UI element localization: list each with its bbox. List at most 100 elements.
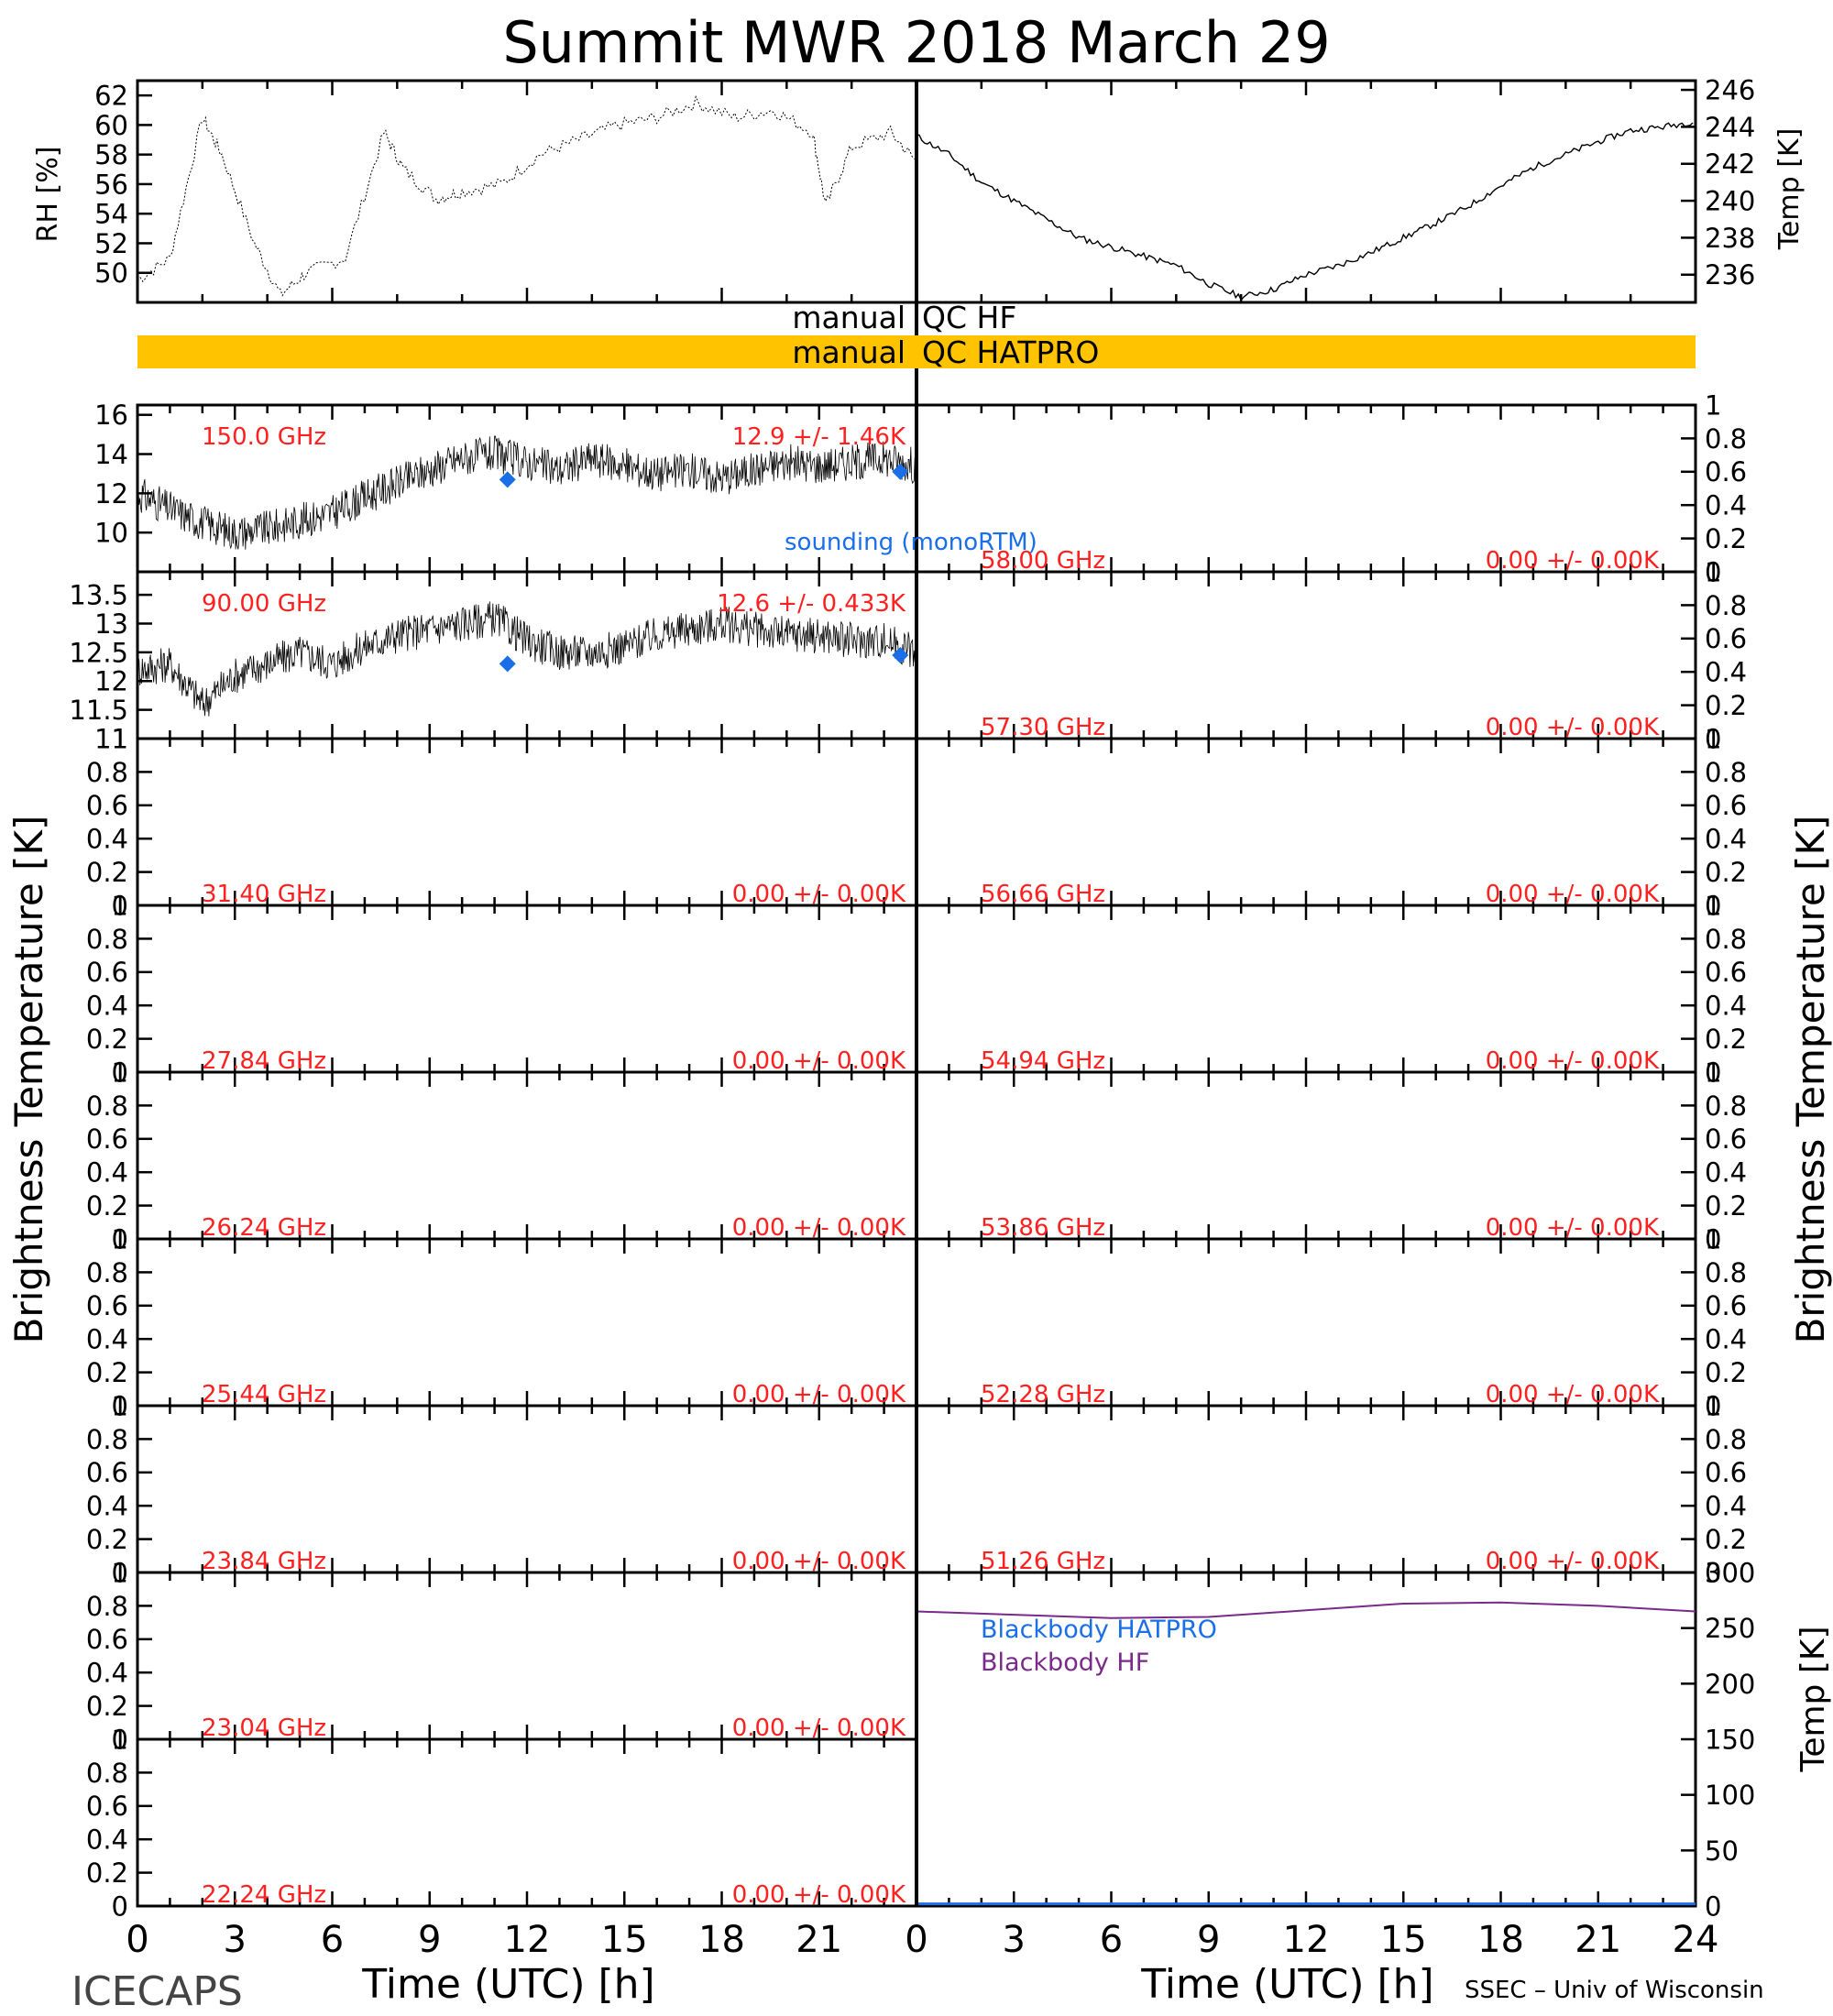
y-tick-label: 16 xyxy=(94,400,128,431)
channel-stats: 0.00 +/- 0.00K xyxy=(732,1548,906,1575)
channel-stats: 0.00 +/- 0.00K xyxy=(1486,1381,1660,1408)
qc-hatpro-bar xyxy=(137,335,1696,368)
x-tick-label: 9 xyxy=(1197,1919,1220,1961)
y-tick-label: 0.8 xyxy=(1705,757,1747,788)
qc-hatpro-right-label: QC HATPRO xyxy=(922,334,1099,370)
channel-label: 52.28 GHz xyxy=(981,1381,1105,1408)
y-tick-label: 54 xyxy=(94,199,128,230)
y-tick-label: 0 xyxy=(1705,1390,1721,1421)
channel-stats: 0.00 +/- 0.00K xyxy=(732,1881,906,1909)
y-tick-label: 0 xyxy=(112,1057,128,1088)
channel-stats: 0.00 +/- 0.00K xyxy=(1486,1214,1660,1242)
y-tick-label: 0.6 xyxy=(86,790,128,821)
x-tick-label: 15 xyxy=(1380,1919,1427,1961)
y-tick-label: 0 xyxy=(112,1557,128,1588)
y-tick-label: 0.6 xyxy=(1705,790,1747,821)
y-tick-label: 1 xyxy=(112,723,128,754)
y-tick-label: 0 xyxy=(1705,1557,1721,1588)
y-tick-label: 0 xyxy=(1705,1223,1721,1255)
rh-axis-label: RH [%] xyxy=(32,147,64,243)
y-tick-label: 12 xyxy=(94,478,128,509)
y-tick-label: 150 xyxy=(1705,1724,1755,1755)
channel-trace xyxy=(137,601,916,717)
panels-layer: 5052545658606223623824024224424610121416… xyxy=(69,75,1755,1961)
y-tick-label: 0.6 xyxy=(86,1624,128,1655)
y-tick-label: 1 xyxy=(112,1724,128,1755)
y-tick-label: 0.6 xyxy=(86,1123,128,1155)
channel-stats: 0.00 +/- 0.00K xyxy=(732,1047,906,1075)
y-tick-label: 0.6 xyxy=(86,1457,128,1488)
y-tick-label: 250 xyxy=(1705,1613,1755,1644)
x-axis-title-left: Time (UTC) [h] xyxy=(361,1961,654,2008)
y-tick-label: 244 xyxy=(1705,112,1755,143)
y-tick-label: 58 xyxy=(94,139,128,170)
y-tick-label: 12.5 xyxy=(69,637,128,668)
y-tick-label: 0.6 xyxy=(1705,1123,1747,1155)
y-tick-label: 0.6 xyxy=(1705,957,1747,988)
y-tick-label: 10 xyxy=(94,518,128,549)
channel-stats: 0.00 +/- 0.00K xyxy=(732,1381,906,1408)
y-tick-label: 246 xyxy=(1705,75,1755,106)
y-tick-label: 0.2 xyxy=(86,1357,128,1388)
bb-hf-line xyxy=(916,1601,1696,1619)
y-tick-label: 0.2 xyxy=(86,1190,128,1222)
qc-hf-right-label: QC HF xyxy=(922,300,1016,335)
channel-stats: 0.00 +/- 0.00K xyxy=(732,1715,906,1742)
y-tick-label: 0 xyxy=(112,890,128,921)
y-tick-label: 0.2 xyxy=(1705,523,1747,554)
y-tick-label: 0.8 xyxy=(86,924,128,955)
channel-stats: 0.00 +/- 0.00K xyxy=(1486,1548,1660,1575)
channel-label: 22.24 GHz xyxy=(202,1881,326,1909)
channel-label: 23.84 GHz xyxy=(202,1548,326,1575)
channel-label: 90.00 GHz xyxy=(202,590,326,618)
y-tick-label: 0.4 xyxy=(86,1324,128,1355)
y-tick-label: 0.4 xyxy=(86,1491,128,1522)
y-tick-label: 0 xyxy=(112,1390,128,1421)
y-tick-label: 0.2 xyxy=(86,1857,128,1889)
sounding-marker xyxy=(499,655,516,673)
y-tick-label: 0.2 xyxy=(86,857,128,888)
channel-label: 57.30 GHz xyxy=(981,714,1105,741)
plot-frame xyxy=(136,79,918,304)
x-axis-title-right: Time (UTC) [h] xyxy=(1140,1961,1433,2008)
y-tick-label: 1 xyxy=(1705,1057,1721,1088)
y-tick-label: 1 xyxy=(112,1057,128,1088)
qc-hf-left-label: manual xyxy=(792,300,906,335)
left-axis-title: Brightness Temperature [K] xyxy=(6,816,51,1344)
y-tick-label: 0.6 xyxy=(1705,456,1747,488)
y-tick-label: 0.4 xyxy=(1705,991,1747,1022)
footer-right: SSEC – Univ of Wisconsin xyxy=(1465,1977,1764,2004)
y-tick-label: 1 xyxy=(1705,556,1721,587)
x-tick-label: 0 xyxy=(126,1919,148,1961)
y-tick-label: 60 xyxy=(94,110,128,141)
y-tick-label: 0.2 xyxy=(1705,1024,1747,1055)
y-tick-label: 0.8 xyxy=(86,1591,128,1622)
y-tick-label: 0.6 xyxy=(86,957,128,988)
channel-label: 56.66 GHz xyxy=(981,881,1105,908)
y-tick-label: 1 xyxy=(112,1390,128,1421)
channel-stats: 12.6 +/- 0.433K xyxy=(717,590,906,618)
y-tick-label: 240 xyxy=(1705,186,1755,217)
channel-label: 25.44 GHz xyxy=(202,1381,326,1408)
y-tick-label: 100 xyxy=(1705,1780,1755,1811)
channel-label: 26.24 GHz xyxy=(202,1214,326,1242)
y-tick-label: 1 xyxy=(1705,389,1721,421)
y-tick-label: 0.8 xyxy=(86,1758,128,1789)
y-tick-label: 0 xyxy=(1705,890,1721,921)
x-tick-label: 15 xyxy=(601,1919,648,1961)
y-tick-label: 1 xyxy=(112,1223,128,1255)
x-tick-label: 3 xyxy=(1003,1919,1026,1961)
y-tick-label: 0.4 xyxy=(1705,824,1747,855)
channel-label: 54.94 GHz xyxy=(981,1047,1105,1075)
y-tick-label: 0 xyxy=(112,1223,128,1255)
x-tick-label: 6 xyxy=(1100,1919,1123,1961)
channel-label: 58.00 GHz xyxy=(981,547,1105,575)
y-tick-label: 0.8 xyxy=(1705,924,1747,955)
bb-hf-legend: Blackbody HF xyxy=(981,1649,1149,1677)
chart-title: Summit MWR 2018 March 29 xyxy=(502,9,1330,76)
channel-label: 27.84 GHz xyxy=(202,1047,326,1075)
y-tick-label: 0 xyxy=(1705,1057,1721,1088)
temp-axis-label: Temp [K] xyxy=(1773,128,1806,251)
y-tick-label: 0.8 xyxy=(1705,1424,1747,1455)
y-tick-label: 0.4 xyxy=(1705,490,1747,521)
